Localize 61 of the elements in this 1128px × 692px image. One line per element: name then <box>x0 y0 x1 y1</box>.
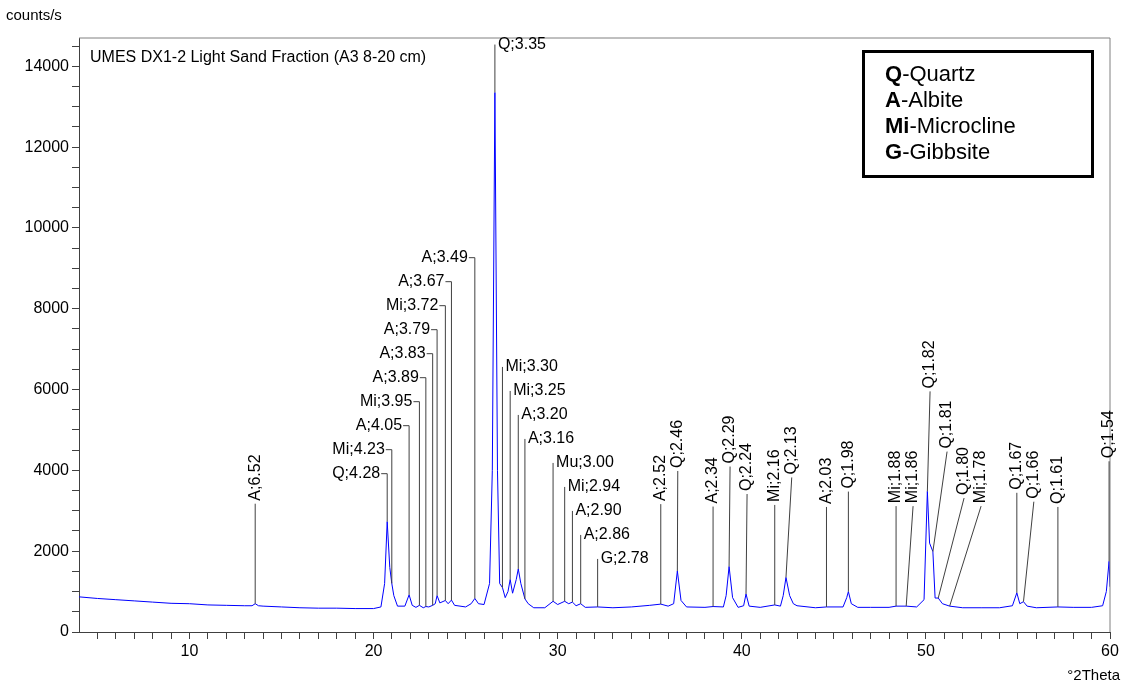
annotation: A;6.52 <box>245 454 263 501</box>
y-axis-title: counts/s <box>6 6 62 23</box>
annotation: Q-Quartz <box>885 61 977 87</box>
annotation: A;3.89 <box>372 368 419 386</box>
annotation: G-Gibbsite <box>885 139 992 165</box>
annotation: Q;3.35 <box>497 34 547 52</box>
annotation: Mu;3.00 <box>556 453 614 471</box>
annotation: A;3.67 <box>398 272 445 290</box>
y-tick-label: 2000 <box>33 541 70 559</box>
annotation: Q;1.54 <box>1099 410 1117 459</box>
y-tick-label: 0 <box>60 622 70 640</box>
annotation: Q;1.61 <box>1048 455 1066 504</box>
annotation: Q;1.81 <box>937 400 955 449</box>
y-tick-label: 8000 <box>33 299 70 317</box>
annotation: A;2.86 <box>583 525 631 543</box>
annotation: Mi;2.16 <box>765 449 783 502</box>
x-axis-title: °2Theta <box>1067 666 1120 683</box>
annotation: Q;1.98 <box>838 440 856 489</box>
annotation: A;3.16 <box>527 429 575 447</box>
annotation: Q;1.80 <box>954 446 972 496</box>
annotation: Mi;4.23 <box>332 440 385 458</box>
annotation: Q;2.46 <box>668 419 686 468</box>
x-tick-label: 50 <box>916 642 935 660</box>
annotation: A;2.34 <box>703 457 721 504</box>
annotation: A;3.49 <box>421 248 468 266</box>
annotation: Mi;3.72 <box>385 296 439 314</box>
x-tick-label: 30 <box>548 642 567 660</box>
annotation: Q;2.29 <box>720 415 738 464</box>
annotation: A;2.03 <box>816 457 834 504</box>
annotation: Q;2.13 <box>782 426 800 475</box>
annotation: A;4.05 <box>355 416 403 434</box>
annotation: Q;1.67 <box>1007 441 1025 490</box>
annotation: A;3.20 <box>521 405 568 423</box>
annotation: Mi;1.88 <box>886 450 904 504</box>
annotation: G;2.78 <box>600 549 649 567</box>
annotation: Mi-Microcline <box>885 113 1017 139</box>
annotation: A-Albite <box>885 87 965 113</box>
x-tick-label: 20 <box>364 642 383 660</box>
annotation: Mi;3.30 <box>505 357 559 375</box>
x-tick-label: 60 <box>1101 642 1119 660</box>
y-tick-label: 14000 <box>24 56 70 74</box>
x-tick-label: 40 <box>732 642 751 660</box>
y-tick-label: 12000 <box>24 137 70 155</box>
y-tick-label: 6000 <box>33 379 70 397</box>
annotation: A;3.79 <box>383 320 431 338</box>
annotation: Mi;1.78 <box>971 450 989 504</box>
x-tick-label: 10 <box>180 642 199 660</box>
text: UMES DX1-2 Light Sand Fraction (A3 8-20 cm) <box>90 48 427 66</box>
y-tick-label: 10000 <box>24 218 70 236</box>
annotation: A;2.90 <box>575 501 622 519</box>
annotation: Mi;3.95 <box>359 392 413 410</box>
y-tick-label: 4000 <box>33 460 70 478</box>
annotation: Mi;1.86 <box>903 450 921 504</box>
annotation: Q;1.82 <box>920 340 938 389</box>
annotation: Q;4.28 <box>332 464 381 482</box>
annotation: Q;1.66 <box>1024 450 1042 499</box>
annotation: A;2.52 <box>651 454 669 502</box>
annotation: Mi;3.25 <box>513 381 566 399</box>
annotation: Mi;2.94 <box>567 477 621 495</box>
annotation: A;3.83 <box>379 344 426 362</box>
annotation: Q;2.24 <box>737 442 755 492</box>
